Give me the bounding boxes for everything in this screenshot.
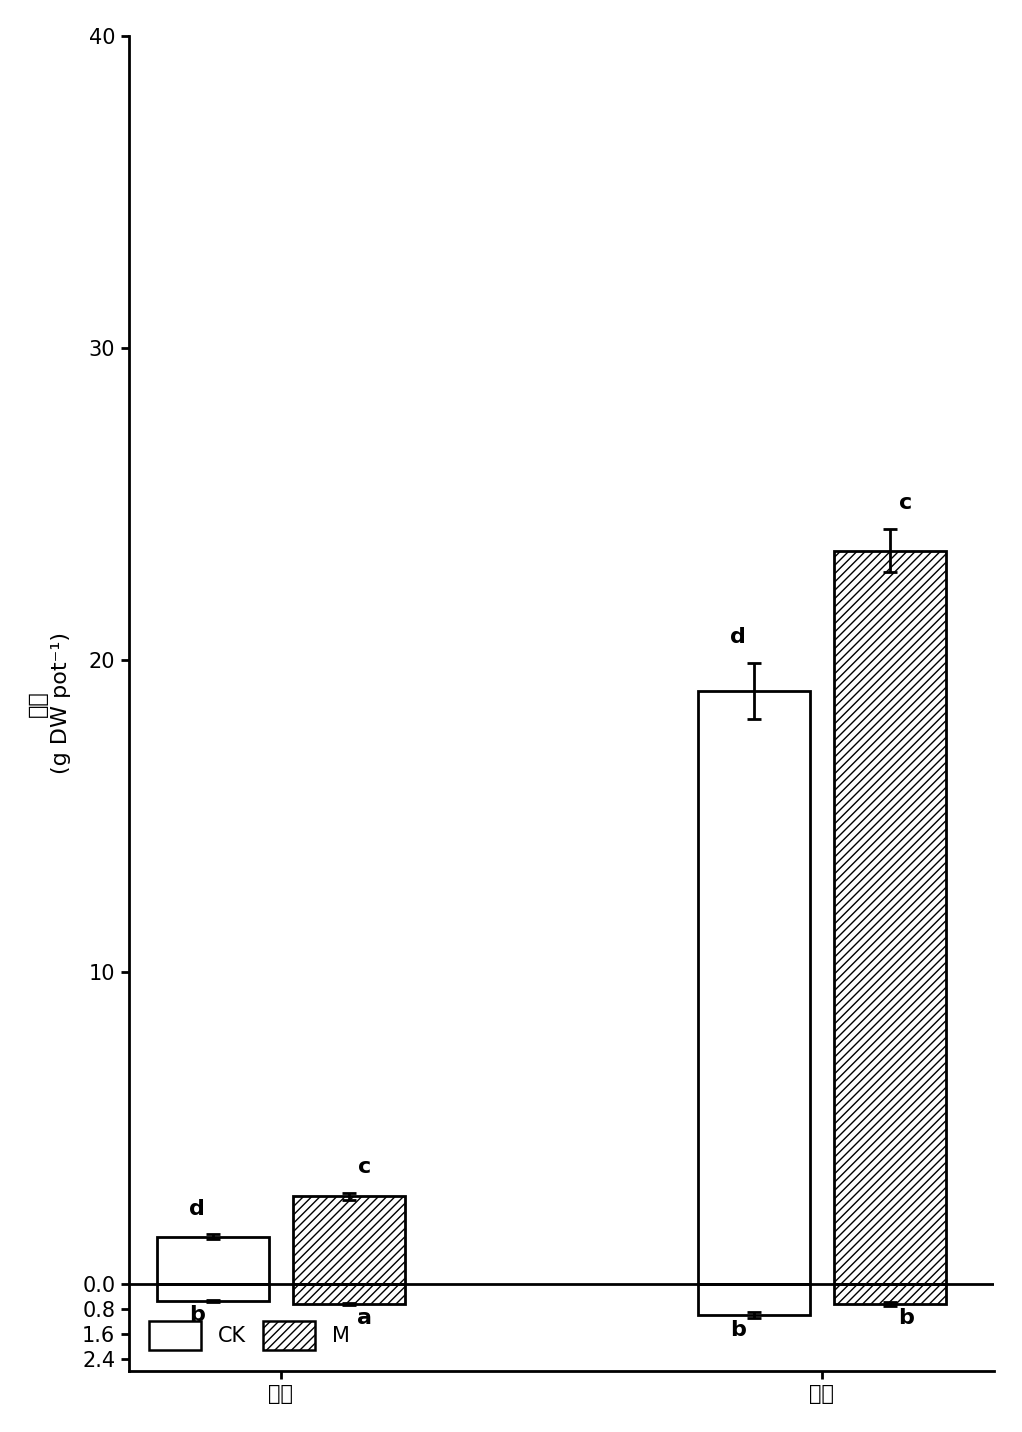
Text: c: c (899, 493, 913, 513)
Bar (834, 550, 946, 1283)
Legend: CK, M: CK, M (139, 1310, 360, 1360)
Bar (698, 1283, 809, 1315)
Text: b: b (189, 1305, 204, 1325)
Y-axis label: 干重
(g DW pot⁻¹): 干重 (g DW pot⁻¹) (28, 633, 71, 775)
Text: b: b (898, 1309, 914, 1329)
Bar (156, 1283, 269, 1300)
Bar (698, 690, 809, 1283)
Text: d: d (730, 627, 746, 647)
Text: b: b (730, 1320, 746, 1340)
Bar (834, 1283, 946, 1305)
Text: d: d (189, 1199, 204, 1219)
Bar (293, 1196, 405, 1283)
Text: a: a (358, 1307, 372, 1327)
Text: c: c (359, 1157, 372, 1177)
Bar (293, 1283, 405, 1305)
Bar (156, 1237, 269, 1283)
